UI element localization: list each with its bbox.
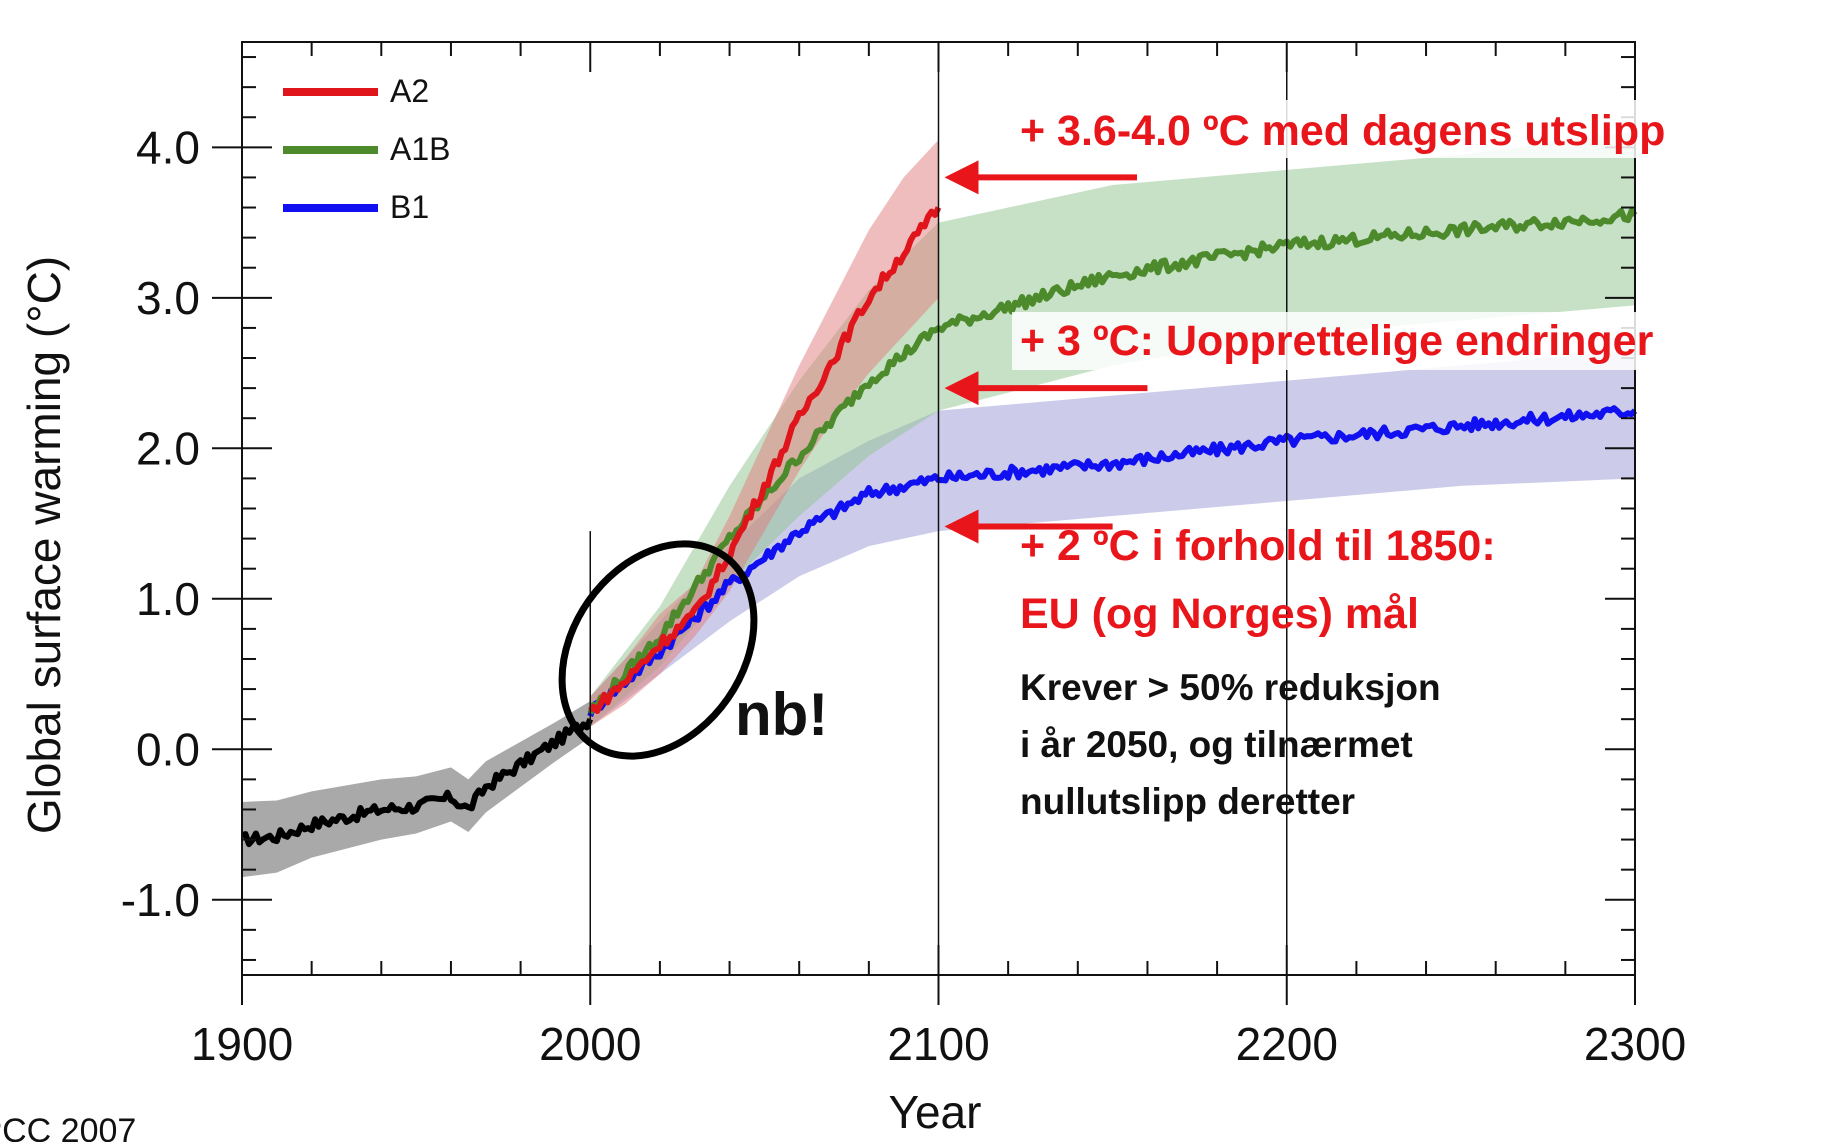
- series-lines: [241, 206, 1638, 848]
- annotation-requires-2: i år 2050, og tilnærmet: [1020, 724, 1413, 765]
- legend-label-b1: B1: [390, 189, 429, 225]
- annotation-requires-1: Krever > 50% reduksjon: [1020, 667, 1441, 708]
- annotation-three-deg: + 3 ºC: Uopprettelige endringer: [1020, 317, 1654, 365]
- band-historical: [242, 701, 591, 878]
- source-label: IPCC 2007: [0, 1112, 136, 1142]
- y-tick-label: 0.0: [136, 723, 200, 775]
- annotation-arrow-head: [944, 371, 979, 406]
- y-tick-label: -1.0: [121, 874, 200, 926]
- line-historical: [241, 718, 594, 848]
- annotation-bg-top: [1012, 100, 1822, 158]
- band-a2: [590, 139, 939, 727]
- x-tick-label: 2000: [539, 1018, 641, 1070]
- annotation-arrows: [944, 160, 1148, 544]
- annotation-two-deg-2: EU (og Norges) mål: [1020, 590, 1419, 638]
- x-tick-label: 1900: [191, 1018, 293, 1070]
- x-tick-label: 2200: [1236, 1018, 1338, 1070]
- x-tick-label: 2300: [1584, 1018, 1686, 1070]
- annotation-requires-3: nullutslipp deretter: [1020, 781, 1355, 822]
- annotation-nb: nb!: [735, 681, 828, 748]
- y-tick-label: 1.0: [136, 573, 200, 625]
- band-a1b: [590, 132, 1635, 727]
- legend: A2 A1B B1: [283, 73, 450, 225]
- annotation-two-deg-1: + 2 ºC i forhold til 1850:: [1020, 522, 1496, 570]
- line-b1: [587, 405, 1638, 718]
- x-tick-label: 2100: [887, 1018, 989, 1070]
- annotation-arrow-head: [944, 509, 979, 544]
- x-axis-label: Year: [889, 1086, 982, 1138]
- annotation-a2-level: + 3.6-4.0 ºC med dagens utslipp: [1020, 107, 1665, 155]
- annotation-bg-three: [1012, 312, 1812, 370]
- line-a2: [588, 206, 942, 714]
- band-b1: [590, 350, 1635, 727]
- highlight-ellipse: [558, 540, 758, 760]
- line-a1b: [587, 207, 1638, 715]
- y-axis-label: Global surface warming (°C): [18, 256, 70, 834]
- y-tick-label: 2.0: [136, 422, 200, 474]
- uncertainty-bands: [242, 132, 1635, 878]
- axis-ticks: 1900 2000 2100 2200 2300 -1.0 0.0 1.0 2.0 3.0 4.0: [121, 42, 1686, 1070]
- y-tick-label: 4.0: [136, 121, 200, 173]
- legend-label-a1b: A1B: [390, 131, 450, 167]
- y-tick-label: 3.0: [136, 272, 200, 324]
- legend-label-a2: A2: [390, 73, 429, 109]
- annotation-arrow-head: [944, 160, 979, 195]
